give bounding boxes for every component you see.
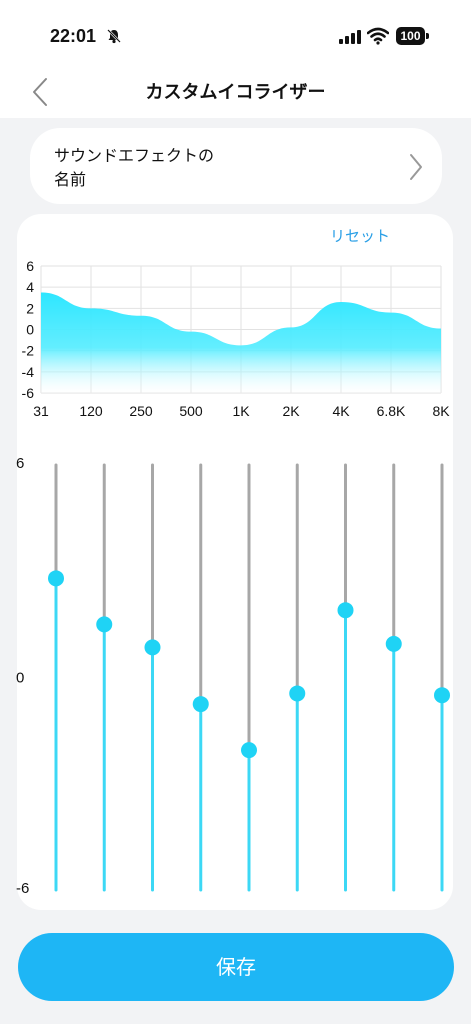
slider-thumb[interactable] — [96, 616, 113, 633]
slider-scale-label: 0 — [16, 670, 24, 687]
slider-tracks — [48, 463, 450, 892]
band-slider-31[interactable] — [48, 463, 64, 892]
sound-effect-name-row[interactable]: サウンドエフェクトの名前 — [30, 128, 442, 204]
x-tick-label: 31 — [33, 403, 49, 419]
cellular-signal-icon — [339, 30, 361, 44]
slider-thumb[interactable] — [241, 742, 257, 759]
slider-thumb[interactable] — [144, 639, 161, 656]
x-tick-label: 250 — [129, 403, 153, 419]
status-bar: 22:01 100 — [0, 0, 471, 64]
slider-scale-label: 6 — [16, 455, 24, 472]
slider-thumb[interactable] — [289, 685, 306, 702]
x-tick-label: 1K — [232, 403, 250, 419]
band-sliders: 6 0 -6 — [16, 455, 450, 897]
y-tick-label: 2 — [26, 300, 34, 316]
battery-icon: 100 — [396, 27, 430, 45]
x-tick-label: 500 — [179, 403, 203, 419]
nav-bar: カスタムイコライザー — [0, 64, 471, 118]
chevron-left-icon[interactable] — [30, 77, 50, 107]
battery-level: 100 — [396, 27, 425, 45]
y-tick-label: -4 — [22, 364, 35, 380]
band-slider-120[interactable] — [96, 463, 113, 892]
save-button[interactable]: 保存 — [18, 933, 454, 1001]
x-tick-label: 8K — [432, 403, 450, 419]
slider-thumb[interactable] — [48, 570, 64, 587]
slider-scale-label: -6 — [16, 880, 29, 897]
band-slider-500[interactable] — [192, 463, 209, 892]
y-tick-label: 0 — [26, 322, 34, 338]
y-tick-label: 4 — [26, 279, 34, 295]
slider-scale-labels: 6 0 -6 — [16, 455, 29, 897]
slider-thumb[interactable] — [385, 635, 402, 652]
band-slider-4K[interactable] — [337, 463, 354, 892]
band-slider-250[interactable] — [144, 463, 161, 892]
page-title: カスタムイコライザー — [145, 82, 326, 103]
y-tick-label: -6 — [22, 385, 35, 401]
y-tick-label: 6 — [26, 258, 34, 274]
slider-thumb[interactable] — [192, 696, 209, 713]
band-slider-6.8K[interactable] — [385, 463, 402, 892]
battery-tip — [426, 33, 429, 39]
slider-thumb[interactable] — [434, 687, 450, 704]
chevron-right-icon — [410, 154, 422, 180]
y-tick-labels: 6 4 2 0 -2 -4 -6 — [22, 258, 35, 401]
y-tick-label: -2 — [22, 343, 35, 359]
x-tick-label: 2K — [282, 403, 300, 419]
x-tick-label: 120 — [79, 403, 103, 419]
band-slider-1K[interactable] — [241, 463, 257, 892]
eq-curve-area — [41, 292, 441, 393]
bell-slash-icon — [107, 29, 121, 44]
band-slider-2K[interactable] — [289, 463, 306, 892]
x-tick-label: 4K — [332, 403, 350, 419]
x-tick-label: 6.8K — [377, 403, 406, 419]
status-time: 22:01 — [50, 26, 97, 46]
reset-button[interactable]: リセット — [330, 227, 391, 245]
band-slider-8K[interactable] — [434, 463, 450, 892]
sound-effect-name: サウンドエフェクトの名前 — [54, 146, 215, 189]
slider-thumb[interactable] — [337, 602, 354, 619]
eq-curve-chart: 6 4 2 0 -2 -4 -6 31 120 250 500 1K 2K 4K 6.8K 8K — [22, 258, 451, 419]
x-tick-labels: 31 120 250 500 1K 2K 4K 6.8K 8K — [33, 403, 450, 419]
wifi-icon — [367, 27, 389, 45]
